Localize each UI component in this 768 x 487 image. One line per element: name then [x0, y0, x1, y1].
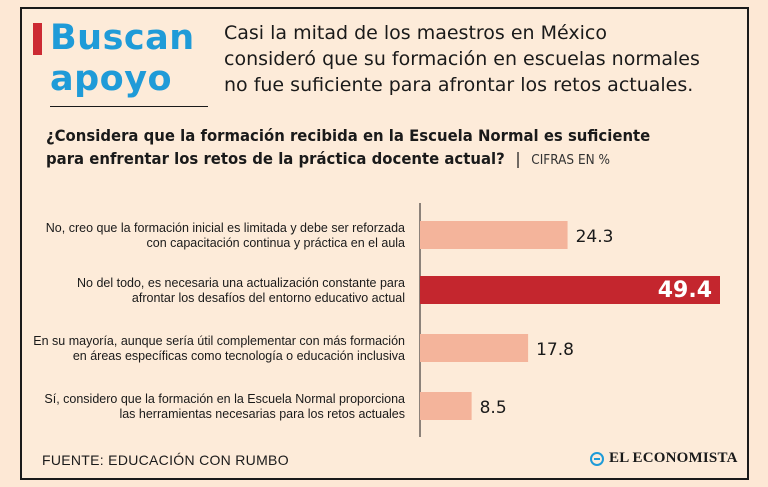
- category-label-2-line-2: afrontar los desafíos del entorno educat…: [132, 291, 405, 305]
- value-label-2: 49.4: [658, 278, 712, 303]
- intro-text: Casi la mitad de los maestros en México …: [224, 20, 744, 98]
- accent-bar: [33, 23, 42, 55]
- category-label-3-line-2: en áreas específicas como tecnología o e…: [73, 349, 405, 363]
- headline-line-2: apoyo: [50, 59, 173, 99]
- value-label-1: 24.3: [576, 227, 614, 247]
- category-label-1-line-2: con capacitación continua y práctica en …: [147, 236, 406, 250]
- bar-3: [420, 334, 529, 362]
- source-note: FUENTE: EDUCACIÓN CON RUMBO: [42, 452, 289, 468]
- category-label-4-line-2: las herramientas necesarias para los ret…: [119, 407, 405, 421]
- category-label-2-line-1: No del todo, es necesaria una actualizac…: [77, 276, 405, 290]
- intro-line-2: consideró que su formación en escuelas n…: [224, 48, 700, 70]
- infographic-frame: [20, 7, 749, 480]
- intro-line-3: no fue suficiente para afrontar los reto…: [224, 74, 694, 96]
- question-line-2: para enfrentar los retos de la práctica …: [46, 149, 505, 168]
- question-line-1: ¿Considera que la formación recibida en …: [46, 126, 651, 145]
- globe-icon: [590, 451, 604, 466]
- category-label-3-line-1: En su mayoría, aunque sería útil complem…: [33, 334, 405, 348]
- brand-logo: EL ECONOMISTA: [590, 450, 738, 467]
- units-separator: |: [515, 149, 521, 168]
- category-label-1-line-1: No, creo que la formación inicial es lim…: [46, 221, 405, 235]
- headline-line-1: Buscan: [50, 18, 195, 58]
- value-label-3: 17.8: [536, 340, 574, 360]
- headline-underline: [50, 106, 208, 107]
- bar-1: [420, 221, 568, 249]
- category-label-4-line-1: Sí, considero que la formación en la Esc…: [44, 392, 405, 406]
- bar-4: [420, 392, 472, 420]
- chart-question: ¿Considera que la formación recibida en …: [46, 124, 697, 172]
- intro-line-1: Casi la mitad de los maestros en México: [224, 22, 607, 44]
- units-label: CIFRAS EN %: [531, 153, 610, 168]
- brand-name: EL ECONOMISTA: [609, 450, 738, 466]
- headline: Buscan apoyo: [50, 18, 195, 100]
- bar-2: [420, 276, 720, 304]
- value-label-4: 8.5: [480, 398, 507, 418]
